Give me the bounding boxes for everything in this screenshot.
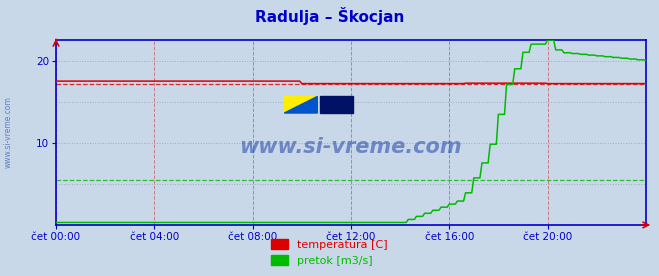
- Polygon shape: [284, 96, 317, 113]
- Text: www.si-vreme.com: www.si-vreme.com: [3, 97, 13, 168]
- Bar: [320, 96, 353, 113]
- Legend: temperatura [C], pretok [m3/s]: temperatura [C], pretok [m3/s]: [267, 234, 392, 270]
- Text: www.si-vreme.com: www.si-vreme.com: [240, 137, 462, 157]
- Text: Radulja – Škocjan: Radulja – Škocjan: [255, 7, 404, 25]
- Polygon shape: [284, 96, 317, 113]
